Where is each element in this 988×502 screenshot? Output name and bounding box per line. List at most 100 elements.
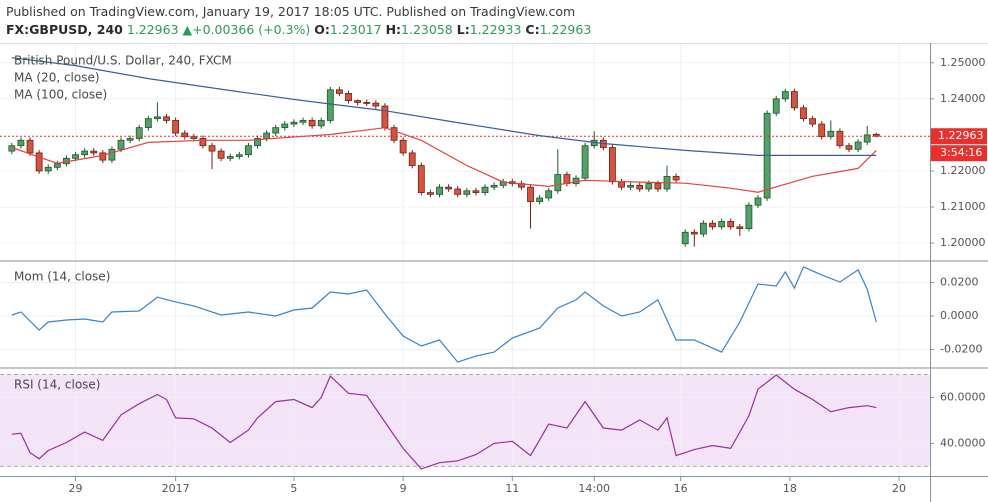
last-price-label: 1.22963 (938, 129, 984, 142)
candle-body (745, 204, 753, 230)
candle-body (609, 147, 616, 183)
candle-body (281, 123, 289, 129)
candle-body (654, 183, 662, 190)
candle-body (417, 165, 425, 193)
candle-body (645, 183, 653, 190)
panel: 0.0200 0.0000 -0.0200 Mom (14, close) (0, 262, 982, 367)
candle-body (390, 127, 398, 141)
candle-body (554, 174, 562, 192)
ohlc-label: L: (456, 22, 470, 37)
candle-body (290, 121, 298, 125)
candle-body (827, 130, 835, 138)
candle-body (408, 152, 416, 166)
ohlc-label: C: (525, 22, 540, 37)
candle-body (135, 127, 143, 139)
candle-body (381, 105, 389, 129)
candle-body (372, 102, 380, 107)
series-line (11, 127, 877, 193)
candle-body (345, 93, 352, 102)
ohlc-value: 1.22963 (539, 22, 592, 37)
candle-body (454, 188, 462, 195)
x-tick-label: 18 (783, 482, 797, 495)
candle-body (217, 150, 225, 159)
y-tick-label: 0.0200 (940, 275, 979, 288)
candle-body (272, 127, 280, 134)
candle-body (190, 136, 198, 139)
candle-body (235, 154, 243, 157)
candle-body (108, 148, 116, 161)
candle-body (117, 139, 125, 150)
candle-body (800, 107, 807, 120)
candle-body (836, 130, 844, 147)
candle-body (208, 145, 216, 152)
ohlc-value: 1.23017 (329, 22, 382, 37)
y-tick-label: 40.0000 (940, 436, 986, 449)
legend-entry: MA (20, close) (14, 71, 100, 85)
candle-body (299, 120, 307, 123)
up-arrow: ▲ (182, 22, 193, 37)
y-tick-label: 1.20000 (940, 236, 986, 249)
candle-body (81, 150, 89, 156)
ohlc-label: H: (385, 22, 402, 37)
panel-title: British Pound/U.S. Dollar, 240, FXCM (14, 54, 232, 68)
candle-body (254, 138, 261, 147)
candle-body (772, 98, 780, 114)
legend-entry: MA (100, close) (14, 88, 107, 102)
candle-body (317, 120, 325, 127)
x-tick-label: 14:00 (578, 482, 610, 495)
candle-body (436, 186, 443, 195)
candle-body (226, 156, 234, 159)
candle-body (472, 190, 480, 193)
candle-body (818, 123, 826, 138)
x-tick-label: 20 (892, 482, 906, 495)
candle-body (636, 184, 644, 190)
candle-body (17, 139, 25, 147)
rsi-band (0, 374, 930, 467)
x-tick-label: 5 (290, 482, 297, 495)
candle-body (854, 141, 862, 150)
candle-body (427, 192, 434, 195)
candle-body (863, 134, 871, 143)
candle-body (336, 89, 343, 94)
candle-body (545, 190, 553, 199)
last-price-box (931, 128, 987, 145)
candle-body (445, 186, 453, 190)
legend-entry: Mom (14, close) (14, 270, 110, 284)
candle-body (581, 145, 589, 179)
candle-body (845, 145, 853, 150)
y-tick-label: 1.21000 (940, 200, 986, 213)
candle-body (709, 222, 716, 228)
y-tick-label: -0.0200 (940, 343, 982, 356)
ohlc-label: O: (314, 22, 330, 37)
quote-line: FX:GBPUSD, 240 1.22963 ▲+0.00366 (+0.3%)… (6, 21, 591, 39)
series-line (11, 374, 877, 470)
x-tick-label: 2017 (162, 482, 190, 495)
y-tick-label: 1.22000 (940, 164, 986, 177)
candle-body (53, 163, 61, 168)
countdown-label: 3:54:16 (940, 146, 982, 159)
published-line: Published on TradingView.com, January 19… (6, 3, 591, 21)
panel: 1.25000 1.24000 1.22000 1.21000 1.20000 1.229… (0, 44, 987, 260)
ohlc-value: 1.23058 (401, 22, 453, 37)
candle-body (527, 186, 534, 202)
y-tick-label: 0.0000 (940, 309, 979, 322)
candle-body (172, 120, 180, 134)
candle-body (99, 152, 107, 161)
candle-body (618, 181, 625, 188)
y-tick-label: 1.25000 (940, 56, 986, 69)
candle-body (481, 186, 489, 193)
candle-body (718, 221, 726, 228)
candle-body (126, 138, 134, 141)
panel: 60.0000 40.0000 RSI (14, close) (0, 369, 986, 476)
symbol: FX:GBPUSD, 240 (6, 22, 123, 37)
x-tick-label: 29 (69, 482, 83, 495)
candle-body (363, 102, 371, 104)
candle-body (154, 116, 161, 120)
last-price: 1.22963 (126, 22, 179, 37)
candle-body (463, 190, 471, 195)
legend-entry: RSI (14, close) (14, 378, 100, 392)
y-tick-label: 1.24000 (940, 92, 986, 105)
countdown-box (931, 145, 987, 162)
